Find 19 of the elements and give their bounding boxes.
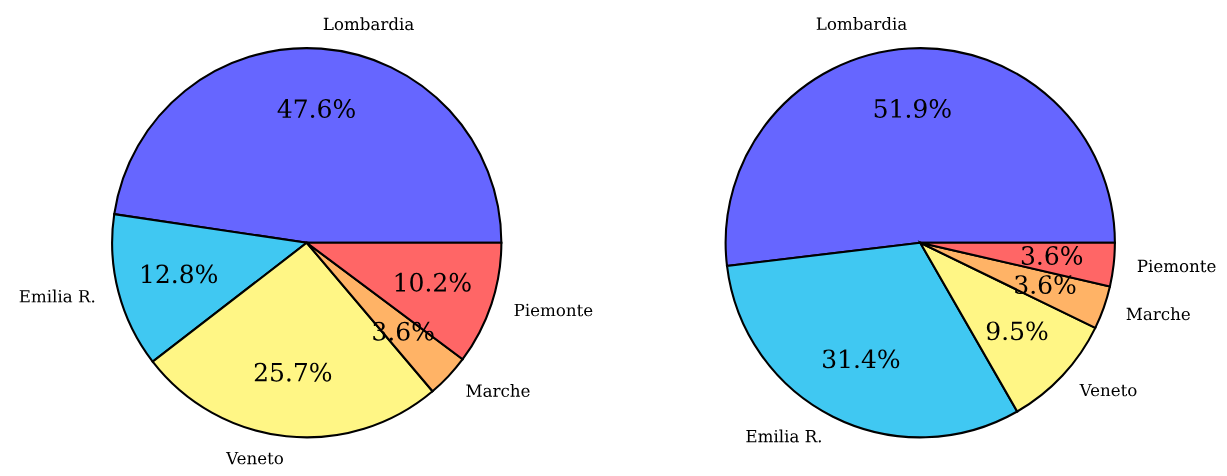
data-label: 31.4%	[823, 349, 900, 369]
slice-label: Piemonte	[514, 303, 593, 317]
data-label: 51.9%	[874, 98, 951, 118]
data-label: 10.2%	[395, 272, 471, 292]
slice-label: Piemonte	[1137, 259, 1216, 273]
slice-label: Lombardia	[323, 17, 414, 31]
slice-label: Marche	[466, 384, 530, 397]
slice-label: Emilia R.	[19, 289, 95, 303]
data-label: 47.6%	[277, 99, 355, 119]
slice-label: Lombardia	[816, 17, 907, 30]
data-label: 12.8%	[142, 264, 217, 284]
slice-label: Emilia R.	[746, 429, 821, 443]
slice-label: Marche	[1126, 307, 1190, 321]
data-label: 25.7%	[254, 362, 332, 382]
slice-label: Veneto	[225, 451, 283, 465]
data-label: 3.6%	[1015, 275, 1076, 295]
slice-label: Veneto	[1079, 383, 1137, 397]
data-label: 9.5%	[986, 321, 1048, 341]
data-label: 3.6%	[1021, 246, 1083, 265]
